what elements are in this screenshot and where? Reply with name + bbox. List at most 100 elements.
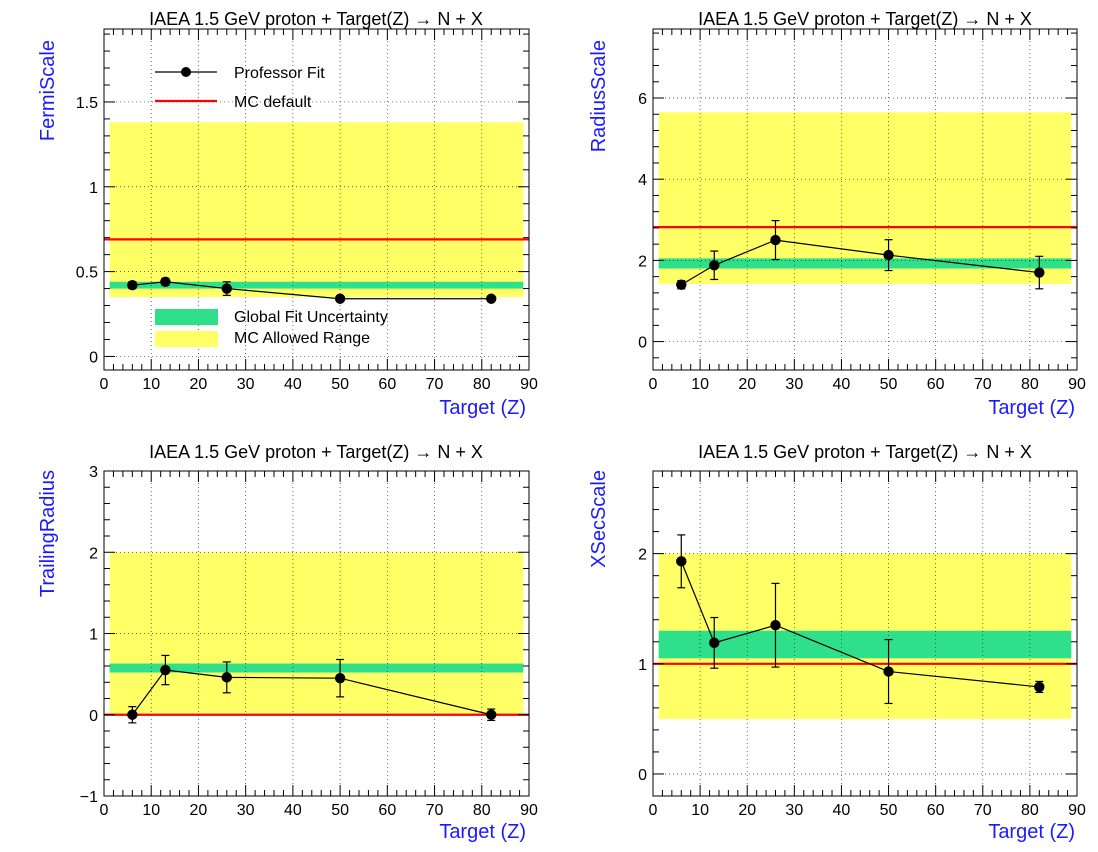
x-tick-label: 90 [520, 376, 538, 393]
global-fit-band [658, 258, 1072, 269]
y-tick-label: 1 [638, 657, 647, 674]
x-tick-label: 40 [833, 376, 851, 393]
y-axis-label-trailingradius: TrailingRadius [37, 470, 59, 597]
y-tick-label: 2 [638, 547, 647, 564]
panel-frame-fermiscale [103, 28, 530, 371]
panel-trailingradius: IAEA 1.5 GeV proton + Target(Z) → N + X … [37, 442, 538, 843]
y-tick-label: 1 [89, 627, 98, 644]
data-point [127, 279, 138, 291]
panel-frame-radiusscale [652, 28, 1078, 371]
x-tick-label: 40 [284, 802, 302, 819]
data-point [676, 279, 687, 290]
y-tick-label: 0 [638, 767, 647, 784]
x-axis-label-xsecscale: Target (Z) [988, 821, 1075, 843]
y-tick-label: −1 [80, 789, 98, 806]
panel-frame-xsecscale [652, 470, 1078, 797]
panel-title-trailingradius: IAEA 1.5 GeV proton + Target(Z) → N + X [149, 442, 483, 462]
data-point [709, 637, 720, 649]
x-tick-label: 20 [190, 376, 208, 393]
data-point [160, 276, 171, 287]
legend-mc-allowed: MC Allowed Range [234, 330, 370, 347]
data-point [770, 620, 781, 631]
x-tick-label: 50 [331, 376, 349, 393]
x-axis-label-fermiscale: Target (Z) [439, 397, 526, 419]
x-tick-label: 0 [100, 376, 109, 393]
x-tick-label: 10 [142, 802, 160, 819]
y-tick-label: 1.5 [76, 95, 98, 112]
x-tick-label: 0 [649, 376, 658, 393]
panel-title-radiusscale: IAEA 1.5 GeV proton + Target(Z) → N + X [698, 9, 1032, 29]
panel-xsecscale: IAEA 1.5 GeV proton + Target(Z) → N + X … [588, 442, 1086, 843]
data-point [221, 283, 232, 294]
x-tick-label: 80 [1021, 376, 1039, 393]
x-tick-label: 50 [880, 376, 898, 393]
data-point [221, 672, 232, 683]
y-tick-label: 0 [89, 708, 98, 725]
x-tick-label: 10 [691, 376, 709, 393]
legend: Professor Fit MC default Global Fit Unce… [155, 65, 388, 347]
panel-fermiscale: IAEA 1.5 GeV proton + Target(Z) → N + X … [37, 9, 538, 419]
x-tick-label: 60 [378, 802, 396, 819]
y-axis-label-xsecscale: XSecScale [588, 470, 610, 568]
x-tick-label: 0 [649, 802, 658, 819]
x-tick-label: 90 [1068, 376, 1086, 393]
data-point [486, 293, 497, 304]
legend-mc-allowed-swatch [155, 331, 218, 347]
x-tick-label: 60 [927, 802, 945, 819]
x-tick-label: 30 [785, 376, 803, 393]
x-tick-label: 80 [1021, 802, 1039, 819]
y-tick-label: 4 [638, 172, 647, 189]
data-point [676, 556, 687, 567]
x-tick-label: 80 [473, 802, 491, 819]
x-tick-label: 20 [738, 376, 756, 393]
x-tick-label: 20 [738, 802, 756, 819]
global-fit-band [109, 663, 524, 673]
data-point [1034, 681, 1045, 693]
data-point [486, 709, 497, 720]
data-point [770, 234, 781, 246]
legend-global-fit: Global Fit Uncertainty [234, 309, 388, 326]
data-point [334, 672, 346, 684]
x-tick-label: 10 [142, 376, 160, 393]
x-tick-label: 50 [880, 802, 898, 819]
x-tick-label: 50 [331, 802, 349, 819]
legend-professor-fit: Professor Fit [234, 65, 325, 82]
x-tick-label: 40 [284, 376, 302, 393]
data-point [709, 260, 720, 271]
data-point [127, 709, 138, 720]
x-tick-label: 60 [378, 376, 396, 393]
global-fit-band [658, 630, 1072, 659]
legend-fit-marker [181, 67, 191, 77]
data-point [160, 664, 171, 676]
y-tick-label: 0 [638, 335, 647, 352]
y-tick-label: 0 [89, 349, 98, 366]
x-tick-label: 90 [520, 802, 538, 819]
legend-global-fit-swatch [155, 309, 218, 325]
x-axis-label-radiusscale: Target (Z) [988, 397, 1075, 419]
y-tick-label: 6 [638, 91, 647, 108]
x-tick-label: 30 [785, 802, 803, 819]
x-tick-label: 40 [833, 802, 851, 819]
x-tick-label: 0 [100, 802, 109, 819]
y-tick-label: 2 [89, 545, 98, 562]
global-fit-band [109, 281, 524, 289]
panel-title-xsecscale: IAEA 1.5 GeV proton + Target(Z) → N + X [698, 442, 1032, 462]
y-tick-label: 2 [638, 253, 647, 270]
x-tick-label: 10 [691, 802, 709, 819]
y-axis-label-radiusscale: RadiusScale [588, 40, 610, 152]
x-tick-label: 30 [237, 376, 255, 393]
x-tick-label: 80 [473, 376, 491, 393]
y-axis-label-fermiscale: FermiScale [37, 40, 59, 141]
data-point [1034, 267, 1045, 278]
x-tick-label: 70 [974, 802, 992, 819]
panel-title-fermiscale: IAEA 1.5 GeV proton + Target(Z) → N + X [149, 9, 483, 29]
allowed-range-band [658, 112, 1072, 284]
y-tick-label: 3 [89, 464, 98, 481]
x-tick-label: 20 [190, 802, 208, 819]
x-tick-label: 70 [426, 802, 444, 819]
data-point [334, 293, 346, 304]
legend-mc-default: MC default [234, 94, 312, 111]
x-tick-label: 90 [1068, 802, 1086, 819]
